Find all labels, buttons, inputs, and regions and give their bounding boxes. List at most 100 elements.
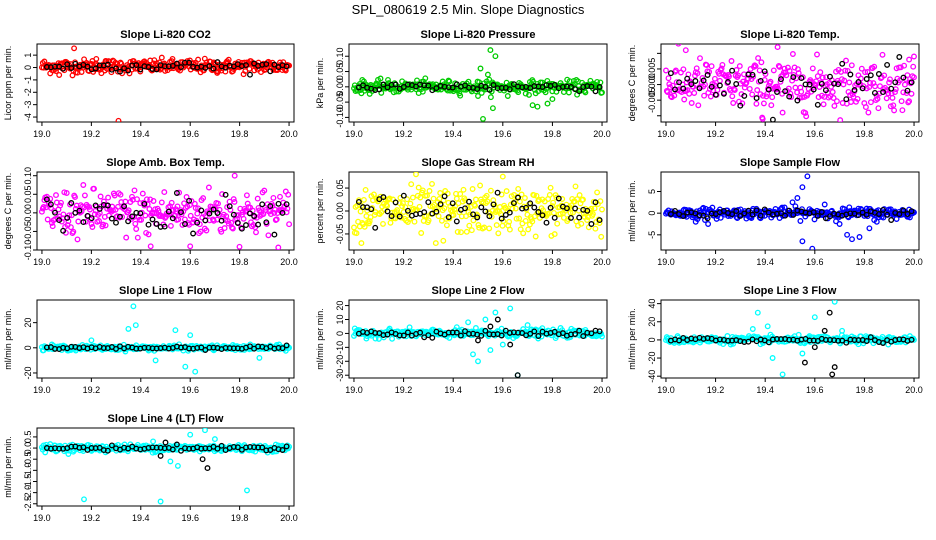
reference-point — [267, 68, 274, 75]
panel-title: Slope Line 2 Flow — [432, 285, 525, 297]
x-tick-label: 19.6 — [181, 257, 199, 267]
data-point — [787, 90, 794, 97]
reference-point — [482, 83, 489, 90]
y-axis-label: percent per min. — [315, 178, 325, 243]
reference-point — [283, 443, 290, 450]
data-point — [453, 195, 460, 202]
data-point — [863, 205, 870, 212]
panel-5: Slope Gas Stream RH 19.0 19.2 19.4 19.6 19.8 2… — [315, 157, 611, 267]
data-point-outlier — [499, 341, 506, 348]
reference-point — [757, 77, 764, 84]
x-tick-label: 20.0 — [905, 385, 923, 395]
reference-point — [64, 61, 71, 68]
data-point — [158, 199, 165, 206]
data-point-outlier — [244, 487, 250, 494]
data-point — [883, 95, 890, 102]
data-point — [97, 193, 104, 200]
data-point — [460, 186, 467, 193]
data-point — [515, 185, 522, 192]
data-point — [896, 77, 903, 84]
plot-frame — [660, 299, 920, 379]
data-point-outlier — [811, 314, 818, 321]
panel-8: Slope Line 2 Flow 19.0 19.2 19.4 19.6 19.8 20.… — [315, 285, 611, 395]
reference-point — [580, 333, 587, 340]
data-point — [409, 194, 416, 201]
reference-point — [190, 230, 197, 237]
data-point — [419, 187, 426, 194]
reference-point-outlier — [514, 372, 521, 378]
data-point — [415, 184, 422, 191]
reference-point — [279, 345, 286, 352]
y-axis-label: degrees C per min. — [3, 173, 13, 250]
x-tick-label: 19.6 — [181, 129, 199, 139]
reference-point — [555, 195, 562, 202]
reference-point — [113, 345, 119, 352]
reference-point — [506, 209, 513, 216]
reference-point — [855, 79, 862, 85]
reference-point — [368, 206, 375, 213]
reference-point — [198, 344, 205, 351]
data-point-outlier — [440, 237, 447, 244]
data-point-outlier — [202, 428, 208, 434]
data-point-outlier — [413, 172, 419, 178]
data-point — [795, 331, 802, 338]
x-tick-label: 19.0 — [33, 513, 51, 523]
reference-point — [510, 81, 517, 88]
y-tick-label: -4 — [23, 113, 33, 121]
reference-point — [596, 328, 603, 335]
data-point — [225, 56, 232, 63]
data-point — [422, 75, 429, 82]
data-point — [911, 336, 917, 343]
reference-point — [684, 75, 691, 82]
reference-point — [478, 204, 485, 211]
data-point — [254, 195, 261, 202]
reference-point — [421, 209, 428, 216]
reference-point-outlier — [157, 452, 164, 459]
points-group — [38, 303, 293, 375]
data-point-outlier — [799, 350, 806, 357]
data-point — [105, 212, 112, 219]
reference-point — [814, 101, 821, 108]
reference-point — [908, 336, 915, 343]
data-point — [576, 192, 583, 199]
reference-point-outlier — [507, 341, 514, 348]
reference-point — [745, 207, 752, 214]
data-point — [831, 102, 838, 109]
data-point — [802, 109, 809, 116]
reference-point — [214, 445, 221, 452]
data-point — [168, 199, 175, 206]
data-point — [768, 102, 775, 109]
y-tick-label: 0 — [23, 345, 33, 350]
data-point — [550, 199, 557, 206]
data-point — [546, 191, 553, 198]
data-point — [854, 95, 861, 102]
reference-point — [125, 218, 132, 225]
reference-point-outlier — [821, 327, 828, 334]
data-point-outlier — [507, 305, 514, 312]
data-point — [829, 89, 836, 95]
data-point — [195, 56, 202, 63]
data-point-outlier — [489, 105, 496, 112]
data-point — [756, 67, 763, 74]
reference-point — [453, 218, 460, 225]
reference-point — [851, 87, 858, 94]
y-tick-label: 0.10 — [335, 47, 345, 65]
reference-point — [392, 81, 399, 88]
data-point — [599, 206, 605, 213]
data-point-outlier — [821, 201, 828, 208]
data-point — [746, 85, 753, 92]
reference-point — [490, 201, 497, 208]
reference-point — [360, 82, 366, 89]
data-point — [285, 191, 292, 198]
data-point — [224, 204, 231, 211]
reference-point — [704, 215, 711, 222]
reference-point — [182, 221, 188, 227]
data-point — [908, 90, 915, 97]
reference-point — [137, 210, 144, 217]
reference-point — [547, 204, 554, 211]
panel-2: Slope Li-820 Pressure 19.0 19.2 19.4 19.6 19.… — [315, 29, 611, 139]
data-point — [484, 198, 491, 205]
data-point — [901, 81, 908, 88]
data-point — [463, 228, 470, 235]
